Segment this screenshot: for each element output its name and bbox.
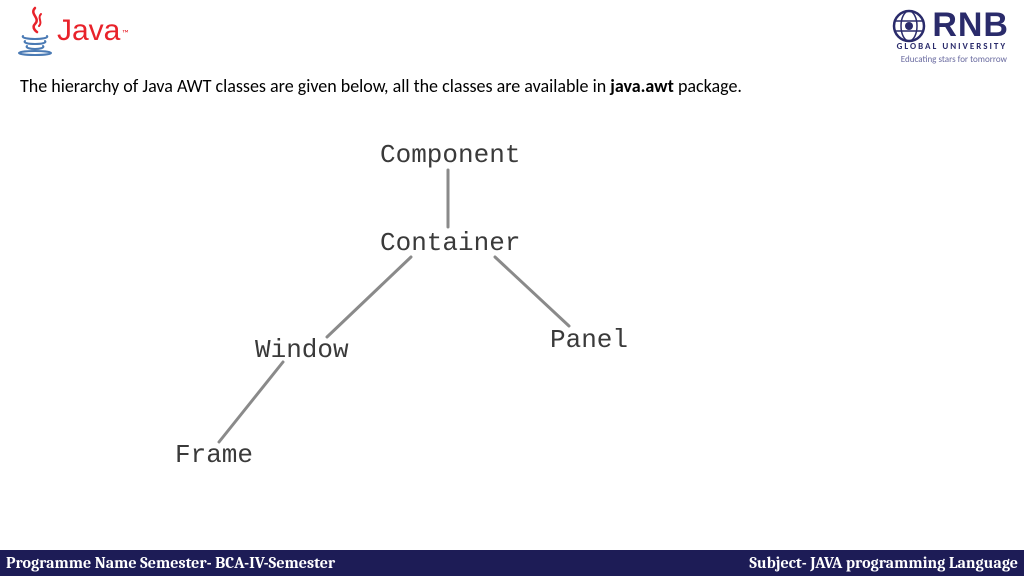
java-logo-text: Java (57, 14, 120, 48)
rnb-globe-icon (892, 9, 926, 43)
node-window: Window (255, 335, 349, 365)
description-pre: The hierarchy of Java AWT classes are gi… (20, 75, 610, 97)
footer-left: Programme Name Semester- BCA-IV-Semester (6, 554, 335, 572)
rnb-logo: RNB GLOBAL UNIVERSITY Educating stars fo… (892, 6, 1009, 65)
description-bold: java.awt (610, 75, 674, 97)
java-tm: ™ (122, 28, 128, 39)
rnb-tagline: Educating stars for tomorrow (892, 54, 1009, 65)
java-cup-icon (15, 6, 55, 56)
node-frame: Frame (175, 440, 253, 470)
java-logo: Java ™ (15, 6, 129, 56)
hierarchy-diagram: Component Container Window Panel Frame (155, 130, 675, 530)
footer-right: Subject- JAVA programming Language (749, 554, 1018, 572)
header: Java ™ RNB GLOBAL UNIVERSITY Educating s… (0, 0, 1024, 65)
node-component: Component (380, 140, 520, 170)
node-panel: Panel (550, 325, 628, 355)
rnb-subtitle: GLOBAL UNIVERSITY (892, 41, 1009, 52)
description-text: The hierarchy of Java AWT classes are gi… (0, 65, 1024, 97)
node-container: Container (380, 228, 520, 258)
description-post: package. (674, 75, 742, 97)
rnb-name: RNB (932, 6, 1009, 45)
footer-bar: Programme Name Semester- BCA-IV-Semester… (0, 550, 1024, 576)
